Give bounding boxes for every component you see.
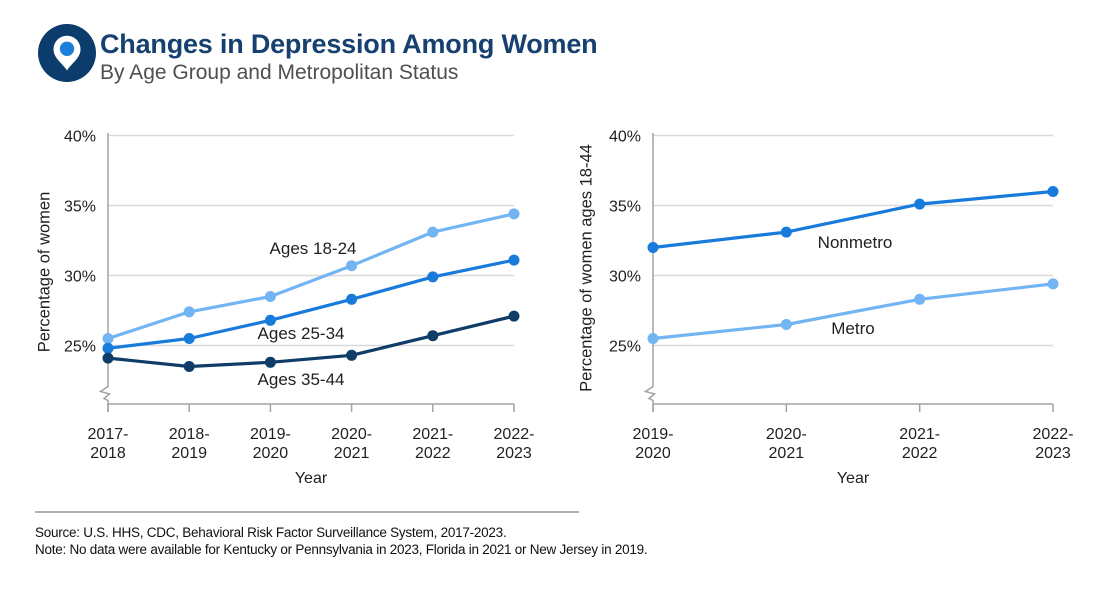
data-point-ages-35-44 [508, 310, 520, 322]
x-tick-label: 2019- [250, 426, 291, 443]
data-point-ages-25-34 [346, 293, 358, 305]
x-tick-label: 2018 [90, 445, 126, 462]
footer-divider [35, 511, 579, 513]
x-tick-label: 2021- [412, 426, 453, 443]
y-tick-label: 25% [64, 339, 96, 356]
note-text: Note: No data were available for Kentuck… [35, 542, 648, 557]
data-point-ages-25-34 [427, 271, 439, 283]
y-tick-label: 35% [64, 199, 96, 216]
data-point-ages-35-44 [264, 356, 276, 368]
x-tick-label: 2017- [88, 426, 129, 443]
x-tick-label: 2022 [902, 445, 938, 462]
series-label-nonmetro: Nonmetro [817, 233, 893, 252]
pin-dot [59, 41, 75, 56]
data-point-ages-18-24 [346, 260, 358, 272]
right-y-axis-label: Percentage of women ages 18-44 [577, 144, 596, 392]
x-tick-label: 2021 [334, 445, 370, 462]
series-label-ages-25-34: Ages 25-34 [257, 324, 345, 343]
data-point-ages-35-44 [427, 330, 439, 342]
series-line-metro [651, 282, 1055, 341]
page-subtitle: By Age Group and Metropolitan Status [100, 61, 459, 84]
data-point-metro [647, 333, 659, 344]
x-tick-label: 2022- [1033, 426, 1074, 443]
y-tick-label: 30% [609, 269, 641, 286]
data-point-ages-35-44 [346, 349, 358, 361]
series-line-nonmetro [651, 189, 1055, 250]
data-point-metro [1047, 278, 1059, 290]
location-pin-icon [38, 24, 96, 82]
data-point-ages-35-44 [183, 361, 195, 372]
left-x-axis-label: Year [294, 470, 328, 487]
series-label-ages-35-44: Ages 35-44 [257, 370, 345, 389]
series-line-ages-35-44 [106, 314, 516, 369]
y-tick-label: 35% [609, 199, 641, 216]
data-point-nonmetro [1047, 186, 1059, 197]
x-tick-label: 2023 [496, 445, 532, 462]
x-tick-label: 2018- [169, 426, 210, 443]
x-tick-label: 2019 [171, 445, 207, 462]
series-line-ages-18-24 [106, 212, 516, 341]
series-line-ages-25-34 [106, 258, 516, 350]
data-point-ages-18-24 [183, 306, 195, 318]
data-point-ages-25-34 [264, 314, 276, 326]
y-axis-break [98, 384, 112, 412]
x-tick-label: 2021- [899, 426, 940, 443]
series-label-metro: Metro [831, 319, 875, 338]
x-tick-label: 2022 [415, 445, 451, 462]
data-point-ages-18-24 [427, 226, 439, 238]
x-tick-label: 2020 [635, 445, 671, 462]
right-x-axis-label: Year [836, 470, 870, 487]
x-tick-label: 2021 [769, 445, 805, 462]
x-tick-label: 2022- [494, 426, 535, 443]
data-point-ages-25-34 [183, 333, 195, 344]
series-label-ages-18-24: Ages 18-24 [269, 239, 357, 258]
data-point-metro [780, 319, 792, 330]
y-tick-label: 25% [609, 339, 641, 356]
data-point-ages-25-34 [102, 342, 114, 354]
data-point-metro [914, 293, 926, 305]
left-y-axis-label: Percentage of women [35, 191, 54, 353]
data-point-nonmetro [647, 242, 659, 253]
source-text: Source: U.S. HHS, CDC, Behavioral Risk F… [35, 525, 507, 540]
x-tick-label: 2023 [1035, 445, 1071, 462]
x-tick-label: 2020- [766, 426, 807, 443]
x-tick-label: 2020 [253, 445, 289, 462]
x-tick-label: 2020- [331, 426, 372, 443]
y-tick-label: 30% [64, 269, 96, 286]
data-point-ages-25-34 [508, 254, 520, 266]
y-axis-break [643, 384, 657, 412]
y-tick-label: 40% [609, 129, 641, 146]
data-point-ages-18-24 [102, 333, 114, 344]
data-point-ages-18-24 [508, 208, 520, 220]
x-tick-label: 2019- [633, 426, 674, 443]
data-point-ages-35-44 [102, 352, 114, 364]
y-tick-label: 40% [64, 129, 96, 146]
data-point-nonmetro [914, 198, 926, 210]
data-point-nonmetro [780, 226, 792, 238]
data-point-ages-18-24 [264, 291, 276, 302]
page-title: Changes in Depression Among Women [100, 29, 598, 59]
